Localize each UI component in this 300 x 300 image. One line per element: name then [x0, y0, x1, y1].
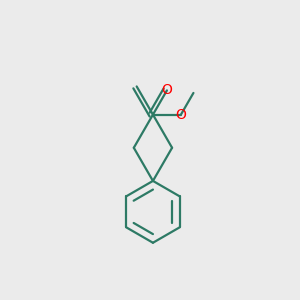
Text: O: O [161, 83, 172, 98]
Text: O: O [176, 108, 186, 122]
